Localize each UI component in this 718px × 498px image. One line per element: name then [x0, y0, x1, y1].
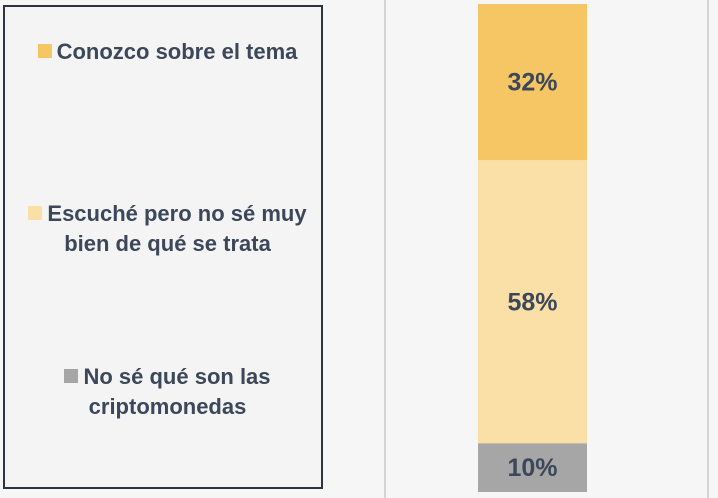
data-label: 58% [507, 288, 557, 316]
legend-item: Escuché pero no sé muy bien de qué se tr… [25, 199, 310, 259]
legend-label: Conozco sobre el tema [56, 39, 298, 64]
legend-label: Escuché pero no sé muy bien de qué se tr… [47, 201, 307, 256]
legend-item: Conozco sobre el tema [25, 37, 310, 67]
legend-label: No sé qué son las criptomonedas [83, 364, 271, 419]
legend-swatch [64, 369, 79, 383]
legend-item: No sé qué son las criptomonedas [25, 362, 310, 422]
data-label: 32% [507, 69, 557, 97]
data-label: 10% [507, 454, 557, 482]
legend: Conozco sobre el tema Escuché pero no sé … [3, 5, 323, 489]
legend-swatch [37, 44, 52, 58]
bar-segment [478, 160, 587, 444]
bar-segment [478, 443, 587, 492]
legend-swatch [28, 206, 43, 220]
bar-segment [478, 4, 587, 161]
